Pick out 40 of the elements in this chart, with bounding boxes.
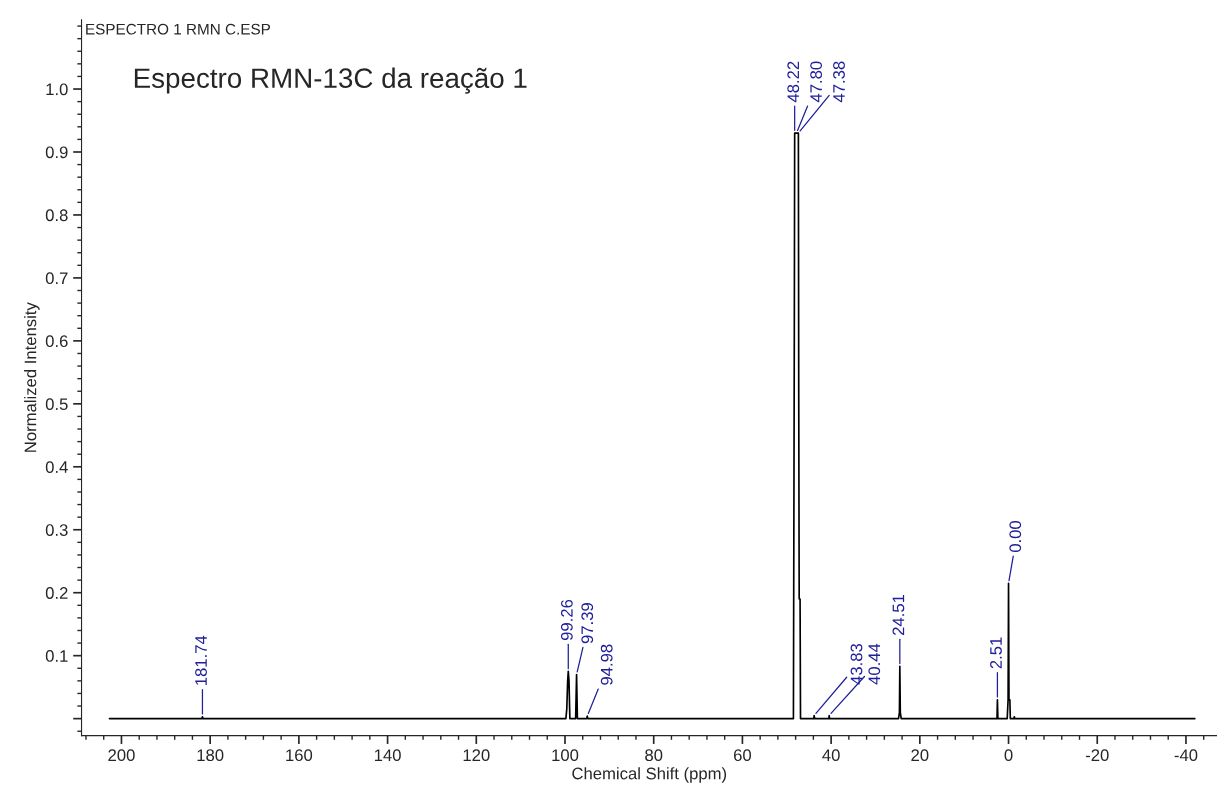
x-tick-label: 20 <box>911 749 929 762</box>
annotation: 99.26 <box>560 599 573 641</box>
x-axis-title: Chemical Shift (ppm) <box>572 767 727 783</box>
x-tick-label: -20 <box>1085 749 1109 762</box>
annotation: 0.00 <box>1009 520 1022 553</box>
y-tick-label: 0.3 <box>45 524 68 536</box>
y-tick-label: 0.2 <box>45 587 68 599</box>
text: Espectro RMN-13C da reação 1 <box>134 67 527 94</box>
line-series <box>108 132 1196 720</box>
y-tick-label: 0.5 <box>45 398 68 411</box>
annotation: 47.80 <box>810 61 823 103</box>
x-tick-label: 80 <box>645 749 663 762</box>
chart-subtitle: ESPECTRO 1 RMN C.ESP <box>86 23 271 35</box>
y-tick-label: 0.1 <box>45 650 68 662</box>
y-tick-label: 0.4 <box>45 461 68 473</box>
y-axis-title: Normalized Intensity <box>24 302 40 452</box>
y-tick-label: 0.6 <box>45 335 68 348</box>
y-tick-label: 0.7 <box>45 272 68 285</box>
y-tick-label: 1.0 <box>46 83 68 96</box>
x-tick-label: 200 <box>108 749 135 762</box>
annotation: 181.74 <box>195 635 207 685</box>
annotation: 43.83 <box>850 643 863 685</box>
x-tick-label: -40 <box>1174 749 1198 762</box>
x-tick-label: 120 <box>463 749 490 762</box>
x-tick-label: 180 <box>197 749 224 762</box>
x-tick-label: 140 <box>374 749 401 762</box>
annotation: 48.22 <box>787 61 800 103</box>
annotation: 47.38 <box>833 61 845 103</box>
x-tick-label: 0 <box>1004 749 1013 762</box>
y-tick-label: 0.8 <box>45 209 68 222</box>
annotation: 40.44 <box>868 643 881 685</box>
annotation: 97.39 <box>581 603 594 644</box>
x-tick-label: 160 <box>286 749 313 762</box>
annotation: 94.98 <box>600 644 613 685</box>
annotation: 24.51 <box>892 594 905 635</box>
y-tick-label: 0.9 <box>45 146 68 159</box>
x-tick-label: 60 <box>733 749 752 762</box>
annotation: 2.51 <box>990 637 1002 669</box>
x-tick-label: 40 <box>822 749 840 762</box>
x-tick-label: 100 <box>552 749 579 762</box>
